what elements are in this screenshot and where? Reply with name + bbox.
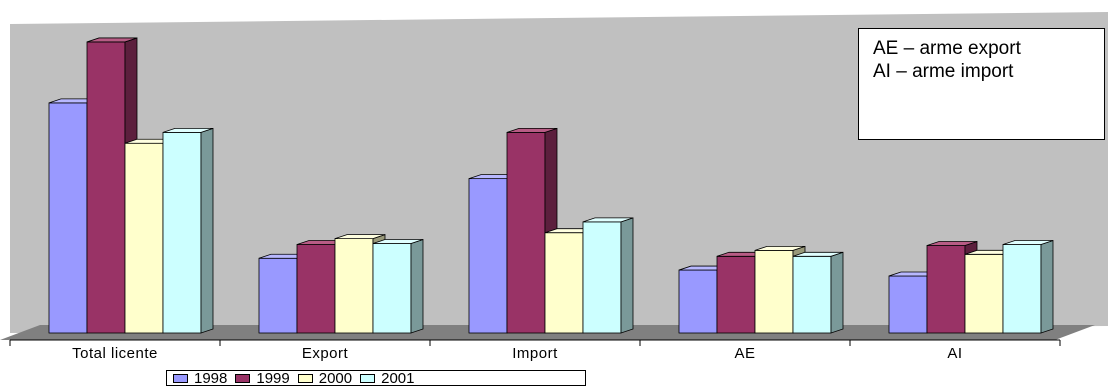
bar-front xyxy=(334,238,374,334)
bar-front xyxy=(258,257,298,334)
category-labels: Total licente Export Import AE AI xyxy=(72,345,962,362)
legend-label: 2001 xyxy=(381,369,415,387)
category-label: AI xyxy=(947,345,962,362)
bar-front xyxy=(964,253,1004,334)
annotation-line-ai: AI – arme import xyxy=(873,61,1014,82)
bar-top xyxy=(582,217,634,223)
bar-front xyxy=(544,232,584,334)
bar-side xyxy=(830,251,844,334)
bar-top xyxy=(792,251,844,257)
bar-front xyxy=(792,255,832,334)
bar-chart: Total licente Export Import AE AI xyxy=(0,12,1108,362)
category-label: AE xyxy=(734,345,755,362)
bar-front xyxy=(582,221,622,334)
bars-group xyxy=(48,37,1054,334)
bar-side xyxy=(1040,239,1054,334)
bar-side xyxy=(620,217,634,334)
category-label: Total licente xyxy=(72,345,158,362)
bar-top xyxy=(372,239,424,244)
legend-swatch xyxy=(235,373,251,383)
legend-label: 1998 xyxy=(194,369,228,387)
annotation-box: AE – arme export AI – arme import xyxy=(858,28,1105,140)
bar-top xyxy=(86,37,138,43)
bar-front xyxy=(296,244,336,334)
category-axis xyxy=(9,339,1061,346)
legend-label: 2000 xyxy=(318,369,353,387)
bar-front xyxy=(86,41,126,334)
legend-item: 2001 xyxy=(360,369,415,387)
bar-front xyxy=(372,243,412,334)
bar-front xyxy=(162,131,202,334)
bar-top xyxy=(162,127,214,133)
bar-top xyxy=(334,234,386,240)
legend-swatch xyxy=(360,373,376,383)
bar-side xyxy=(410,238,424,334)
bar-top xyxy=(754,245,806,251)
bar-front xyxy=(48,102,88,334)
bar xyxy=(582,217,634,334)
bar xyxy=(792,251,844,334)
bar-front xyxy=(1002,244,1042,334)
bar-top xyxy=(926,241,978,246)
bar-front xyxy=(506,131,546,334)
bar-front xyxy=(926,245,966,334)
bar-front xyxy=(716,255,756,334)
bar xyxy=(372,238,424,334)
bar xyxy=(162,127,214,334)
bar-top xyxy=(1002,240,1054,245)
bar xyxy=(1002,239,1054,334)
bar-side xyxy=(200,127,214,334)
legend-label: 1999 xyxy=(256,369,290,387)
bar-front xyxy=(124,142,164,334)
legend-item: 1999 xyxy=(235,369,290,387)
legend-swatch xyxy=(173,373,188,383)
category-label: Import xyxy=(512,345,558,362)
legend-item: 1998 xyxy=(173,370,227,387)
legend-item: 2000 xyxy=(297,369,353,387)
legend-swatch xyxy=(297,373,313,383)
bar-front xyxy=(468,178,508,334)
bar-front xyxy=(888,275,928,334)
legend: 1998 1999 2000 2001 xyxy=(166,369,586,387)
bar-front xyxy=(678,269,718,334)
annotation-line-ae: AE – arme export xyxy=(873,38,1021,59)
category-label: Export xyxy=(302,345,349,362)
bar-top xyxy=(506,127,558,133)
bar-front xyxy=(754,249,794,334)
